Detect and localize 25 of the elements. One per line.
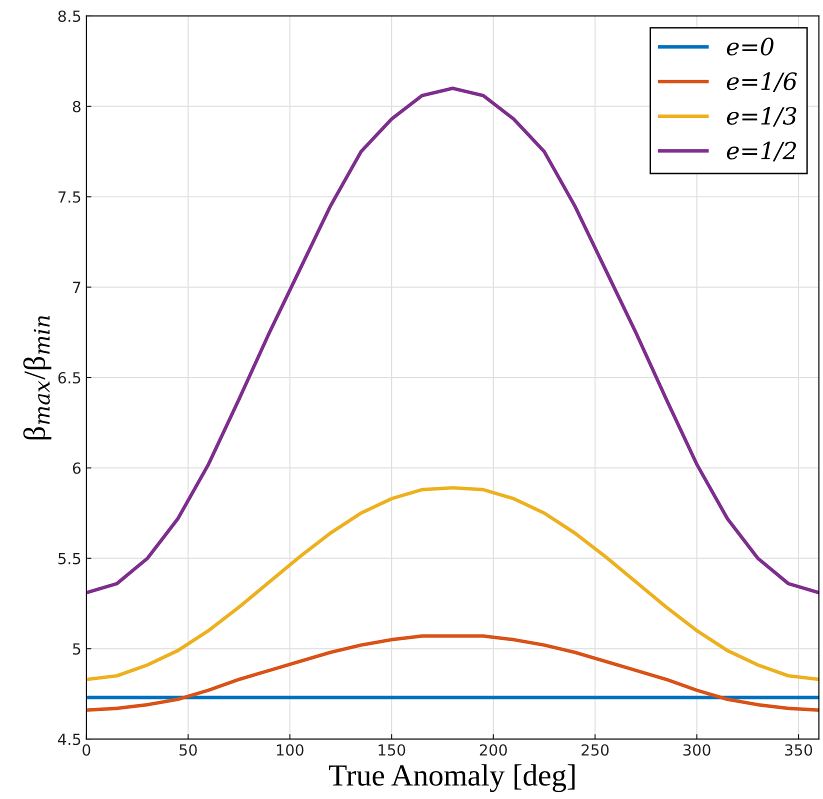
x-tick-label: 350 (785, 744, 812, 756)
line-series (86, 486, 819, 682)
legend-label: e=1/2 (726, 142, 796, 162)
y-tick-label: 6 (72, 462, 81, 474)
x-tick-label: 150 (378, 744, 406, 756)
y-axis-title: β$_{max}$/β$_{min}$ (23, 316, 52, 440)
legend-label: e=0 (726, 38, 774, 56)
legend-label: e=1/3 (726, 106, 796, 127)
x-tick-label: 50 (180, 744, 197, 756)
y-tick-label: 5.5 (58, 552, 80, 564)
y-tick-label: 6.5 (58, 372, 80, 384)
legend-label: e=1/6 (726, 72, 797, 92)
x-tick-label: 200 (480, 744, 507, 756)
y-tick-label: 7.5 (58, 191, 80, 203)
y-tick-label: 7 (73, 282, 80, 293)
x-axis-title: True Anomaly [deg] (329, 764, 575, 792)
x-tick-label: 0 (82, 744, 90, 756)
y-tick-label: 8 (72, 100, 81, 112)
x-tick-label: 300 (683, 744, 710, 756)
y-tick-label: 4.5 (58, 734, 80, 746)
x-tick-label: 250 (582, 744, 609, 756)
y-tick-label: 8.5 (58, 10, 80, 22)
line-series (86, 634, 819, 712)
x-tick-label: 100 (276, 744, 304, 756)
y-tick-label: 5 (73, 643, 80, 655)
